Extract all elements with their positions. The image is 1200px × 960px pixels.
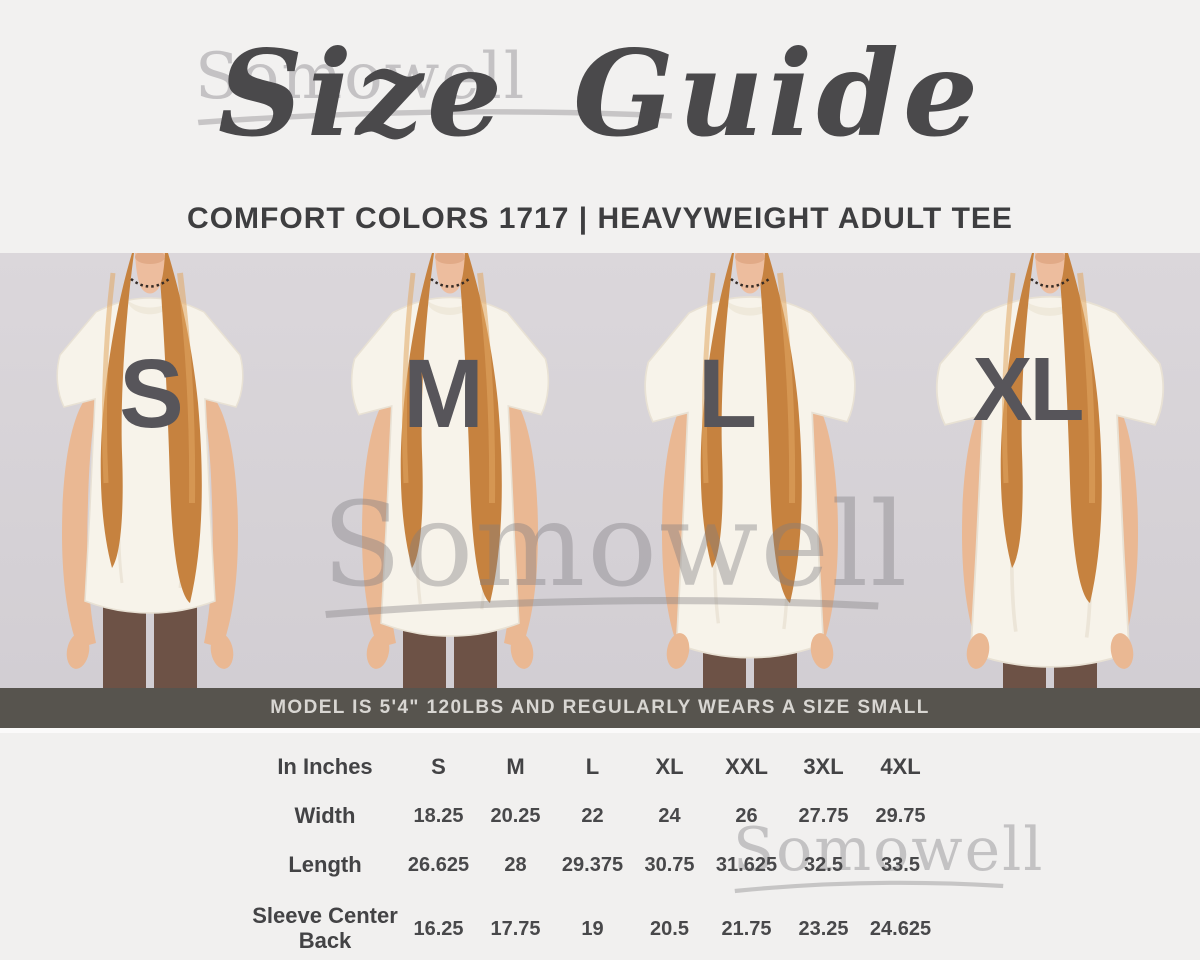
neck: [1030, 253, 1070, 294]
model-photo-size-m: M: [300, 253, 600, 688]
model-photo: [935, 253, 1165, 688]
size-table-section: Somowell In Inches S M L XL XXL 3XL 4XL Width 18.…: [0, 728, 1200, 960]
table-cell: 32.5: [804, 853, 843, 876]
table-cell: 30.75: [644, 853, 695, 876]
table-row-label: Width: [294, 802, 356, 828]
table-cell: 22: [581, 804, 604, 827]
table-cell: 29.75: [875, 804, 926, 827]
table-cell: 19: [581, 917, 604, 940]
model-photo: [350, 253, 550, 688]
size-letter-l: L: [697, 339, 757, 448]
hair: [700, 253, 802, 603]
hands: [366, 633, 534, 669]
header-section: Somowell Size Guide COMFORT COLORS 1717 …: [0, 0, 1200, 253]
table-col-header: XXL: [725, 754, 768, 779]
table-col-header: M: [506, 754, 525, 779]
model-photo-size-s: S: [0, 253, 300, 688]
table-cell: 33.5: [881, 853, 920, 876]
table-row-label: Length: [288, 851, 362, 877]
table-cell: 26.625: [407, 853, 470, 876]
model-photo-size-l: L: [600, 253, 900, 688]
hands: [66, 633, 234, 669]
model-photo: [644, 253, 856, 688]
model-photo-size-xl: XL: [900, 253, 1200, 688]
table-cell: 29.375: [561, 853, 624, 876]
model-info-bar: MODEL IS 5'4" 120LBS AND REGULARLY WEARS…: [0, 688, 1200, 728]
hands: [666, 633, 834, 669]
hair: [1000, 253, 1102, 603]
table-row-label: Sleeve Center Back: [252, 903, 398, 953]
table-col-header: 4XL: [880, 754, 921, 779]
model-photos-section: S: [0, 253, 1200, 688]
neck: [130, 253, 170, 294]
size-letter-m: M: [403, 339, 484, 448]
table-cell: 24.625: [869, 917, 932, 940]
table-col-header: L: [585, 754, 600, 779]
hair: [400, 253, 502, 603]
table-cell: 17.75: [490, 917, 541, 940]
table-cell: 20.25: [490, 804, 541, 827]
table-col-header: S: [431, 754, 446, 779]
arms: [62, 393, 238, 648]
table-col-header: 3XL: [803, 754, 844, 779]
model-photo: [56, 253, 244, 688]
size-letter-s: S: [119, 339, 184, 448]
table-cell: 26: [735, 804, 758, 827]
table-cell: 31.625: [715, 853, 778, 876]
table-cell: 24: [658, 804, 681, 827]
table-cell: 28: [504, 853, 527, 876]
neck: [430, 253, 470, 294]
table-cell: 21.75: [721, 917, 772, 940]
table-cell: 20.5: [650, 917, 689, 940]
page-title: Size Guide: [217, 24, 983, 163]
hands: [966, 633, 1134, 669]
table-cell: 27.75: [798, 804, 849, 827]
size-table: In Inches S M L XL XXL 3XL 4XL Width 18.25 20.25 22…: [250, 743, 939, 960]
table-unit-header: In Inches: [277, 754, 373, 779]
neck: [730, 253, 770, 294]
table-cell: 16.25: [413, 917, 464, 940]
table-cell: 23.25: [798, 917, 849, 940]
page-subtitle: COMFORT COLORS 1717 | HEAVYWEIGHT ADULT …: [187, 202, 1013, 235]
model-info-text: MODEL IS 5'4" 120LBS AND REGULARLY WEARS…: [270, 697, 930, 718]
size-letter-xl: XL: [972, 340, 1084, 440]
table-cell: 18.25: [413, 804, 464, 827]
hair: [100, 253, 202, 603]
table-col-header: XL: [655, 754, 684, 779]
